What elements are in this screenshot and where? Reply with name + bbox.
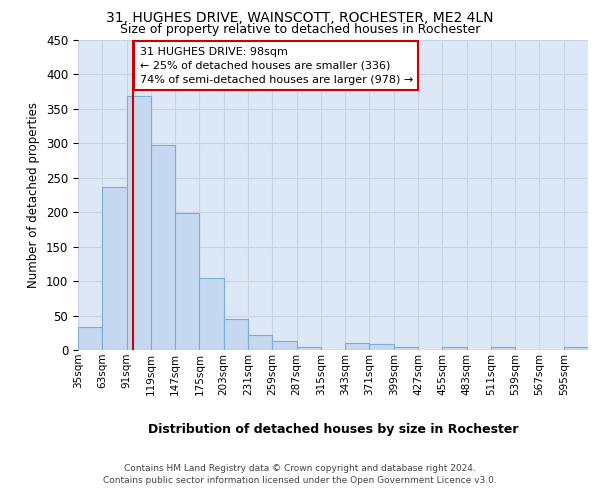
Text: Contains HM Land Registry data © Crown copyright and database right 2024.: Contains HM Land Registry data © Crown c… <box>124 464 476 473</box>
Bar <box>564 347 588 350</box>
Bar <box>394 346 418 350</box>
Bar <box>127 96 151 350</box>
Bar <box>199 278 224 350</box>
Bar <box>345 343 370 350</box>
Bar <box>272 341 296 350</box>
Text: Distribution of detached houses by size in Rochester: Distribution of detached houses by size … <box>148 422 518 436</box>
Bar <box>442 347 467 350</box>
Y-axis label: Number of detached properties: Number of detached properties <box>28 102 40 288</box>
Text: Contains public sector information licensed under the Open Government Licence v3: Contains public sector information licen… <box>103 476 497 485</box>
Bar <box>78 328 102 350</box>
Bar <box>370 344 394 350</box>
Bar <box>491 346 515 350</box>
Bar <box>151 146 175 350</box>
Bar <box>296 346 321 350</box>
Bar <box>102 188 127 350</box>
Bar <box>248 335 272 350</box>
Bar <box>224 319 248 350</box>
Text: Size of property relative to detached houses in Rochester: Size of property relative to detached ho… <box>120 22 480 36</box>
Bar <box>175 213 199 350</box>
Text: 31 HUGHES DRIVE: 98sqm
← 25% of detached houses are smaller (336)
74% of semi-de: 31 HUGHES DRIVE: 98sqm ← 25% of detached… <box>140 47 413 85</box>
Text: 31, HUGHES DRIVE, WAINSCOTT, ROCHESTER, ME2 4LN: 31, HUGHES DRIVE, WAINSCOTT, ROCHESTER, … <box>106 11 494 25</box>
